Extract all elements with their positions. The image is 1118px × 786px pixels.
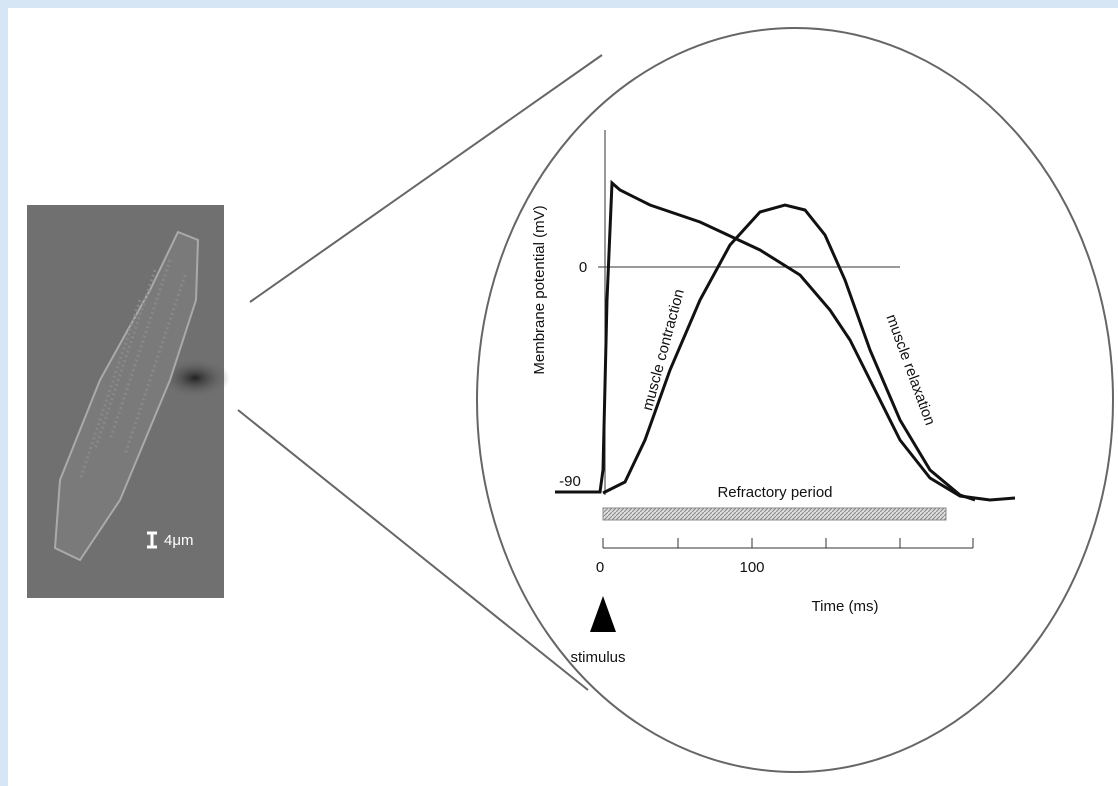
page: 4μm Membrane potential (mV) 0 -90 0 100 … (0, 0, 1118, 786)
figure: 4μm Membrane potential (mV) 0 -90 0 100 … (0, 0, 1118, 786)
refractory-bar (603, 508, 946, 520)
x-tick-label: 100 (739, 559, 764, 576)
y-axis-label: Membrane potential (mV) (531, 205, 548, 374)
x-axis-label: Time (ms) (812, 598, 879, 615)
y-tick-label: -90 (559, 473, 581, 490)
stimulus-label: stimulus (570, 649, 625, 666)
cell-image: 4μm (27, 205, 230, 598)
x-tick-label: 0 (596, 559, 604, 576)
y-tick-label: 0 (579, 259, 587, 276)
scale-bar-label: 4μm (164, 532, 193, 549)
bar-label: Refractory period (717, 484, 832, 501)
